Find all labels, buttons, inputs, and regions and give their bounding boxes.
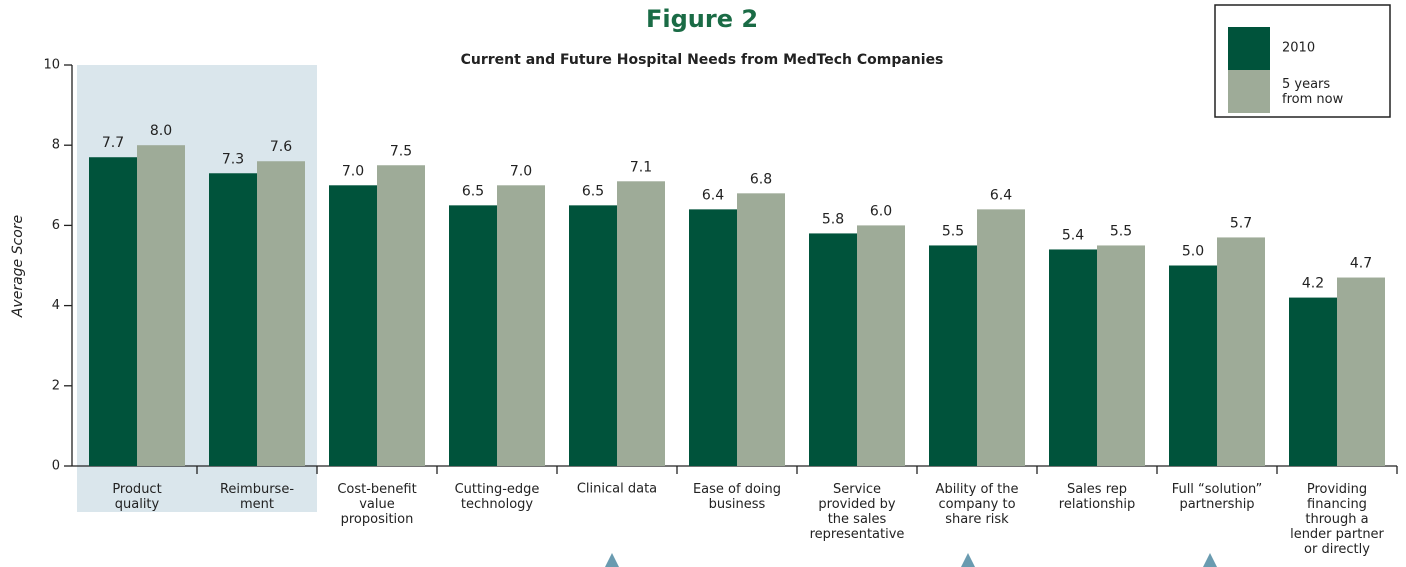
bar [977, 209, 1025, 467]
bar [377, 165, 425, 466]
y-tick-label: 4 [52, 298, 60, 313]
x-tick-label: Cutting-edge technology [455, 482, 540, 512]
x-tick-label: Sales rep relationship [1059, 482, 1135, 512]
bar [449, 205, 497, 466]
bar [569, 205, 617, 466]
bar [89, 157, 137, 467]
bar [737, 193, 785, 466]
value-label: 7.5 [390, 143, 412, 159]
x-tick-label: Product quality [112, 482, 161, 512]
arrow [1203, 553, 1217, 567]
value-label: 6.0 [870, 203, 892, 219]
y-axis-label: Average Score [10, 215, 26, 318]
value-label: 4.7 [1350, 256, 1372, 272]
value-label: 5.7 [1230, 215, 1252, 231]
value-label: 5.8 [822, 211, 844, 227]
legend-label: 5 years from now [1282, 77, 1344, 107]
bar [809, 233, 857, 466]
bar [617, 181, 665, 467]
y-tick-label: 6 [52, 218, 60, 233]
value-label: 5.4 [1062, 227, 1084, 243]
value-label: 8.0 [150, 123, 172, 139]
y-tick-label: 0 [52, 459, 60, 474]
bar [497, 185, 545, 467]
x-tick-label: Reimburse-ment [220, 482, 294, 512]
x-tick-label: Ability of the company to share risk [936, 482, 1019, 527]
bar [329, 185, 377, 467]
x-tick-label: Clinical data [577, 482, 657, 497]
value-label: 6.4 [702, 187, 724, 203]
value-label: 6.4 [990, 187, 1012, 203]
bar [857, 225, 905, 466]
bar [137, 145, 185, 466]
x-tick-label: Providing financing through a lender partne… [1290, 482, 1384, 557]
bar [1337, 277, 1385, 466]
legend-swatch [1228, 70, 1270, 113]
value-label: 7.3 [222, 151, 244, 167]
bar [1217, 237, 1265, 466]
value-label: 7.0 [510, 163, 532, 179]
value-label: 6.5 [582, 183, 604, 199]
x-tick-label: Full “solution” partnership [1172, 482, 1263, 512]
y-tick-label: 10 [43, 58, 60, 73]
value-label: 5.5 [1110, 223, 1132, 239]
chart-title: Figure 2 [646, 5, 758, 33]
bar [929, 245, 977, 466]
value-label: 7.1 [630, 159, 652, 175]
value-label: 5.5 [942, 223, 964, 239]
chart-subtitle: Current and Future Hospital Needs from M… [461, 52, 944, 68]
y-tick-label: 8 [52, 138, 60, 153]
value-label: 4.2 [1302, 276, 1324, 292]
x-tick-label: Service provided by the sales representativ… [810, 482, 905, 542]
value-label: 7.7 [102, 135, 124, 151]
legend-swatch [1228, 27, 1270, 70]
bar [689, 209, 737, 467]
arrow [605, 553, 619, 567]
value-label: 7.6 [270, 139, 292, 155]
bar [1169, 265, 1217, 466]
bar [209, 173, 257, 466]
legend-label: 2010 [1282, 41, 1315, 56]
x-tick-label: Ease of doing business [693, 482, 781, 512]
arrow [961, 553, 975, 567]
bar [1289, 297, 1337, 466]
value-label: 6.5 [462, 183, 484, 199]
value-label: 7.0 [342, 163, 364, 179]
bar [1097, 245, 1145, 466]
value-label: 5.0 [1182, 244, 1204, 260]
y-tick-label: 2 [52, 378, 60, 393]
bar [1049, 249, 1097, 466]
x-tick-label: Cost-benefit value proposition [337, 482, 416, 527]
bar [257, 161, 305, 467]
value-label: 6.8 [750, 171, 772, 187]
